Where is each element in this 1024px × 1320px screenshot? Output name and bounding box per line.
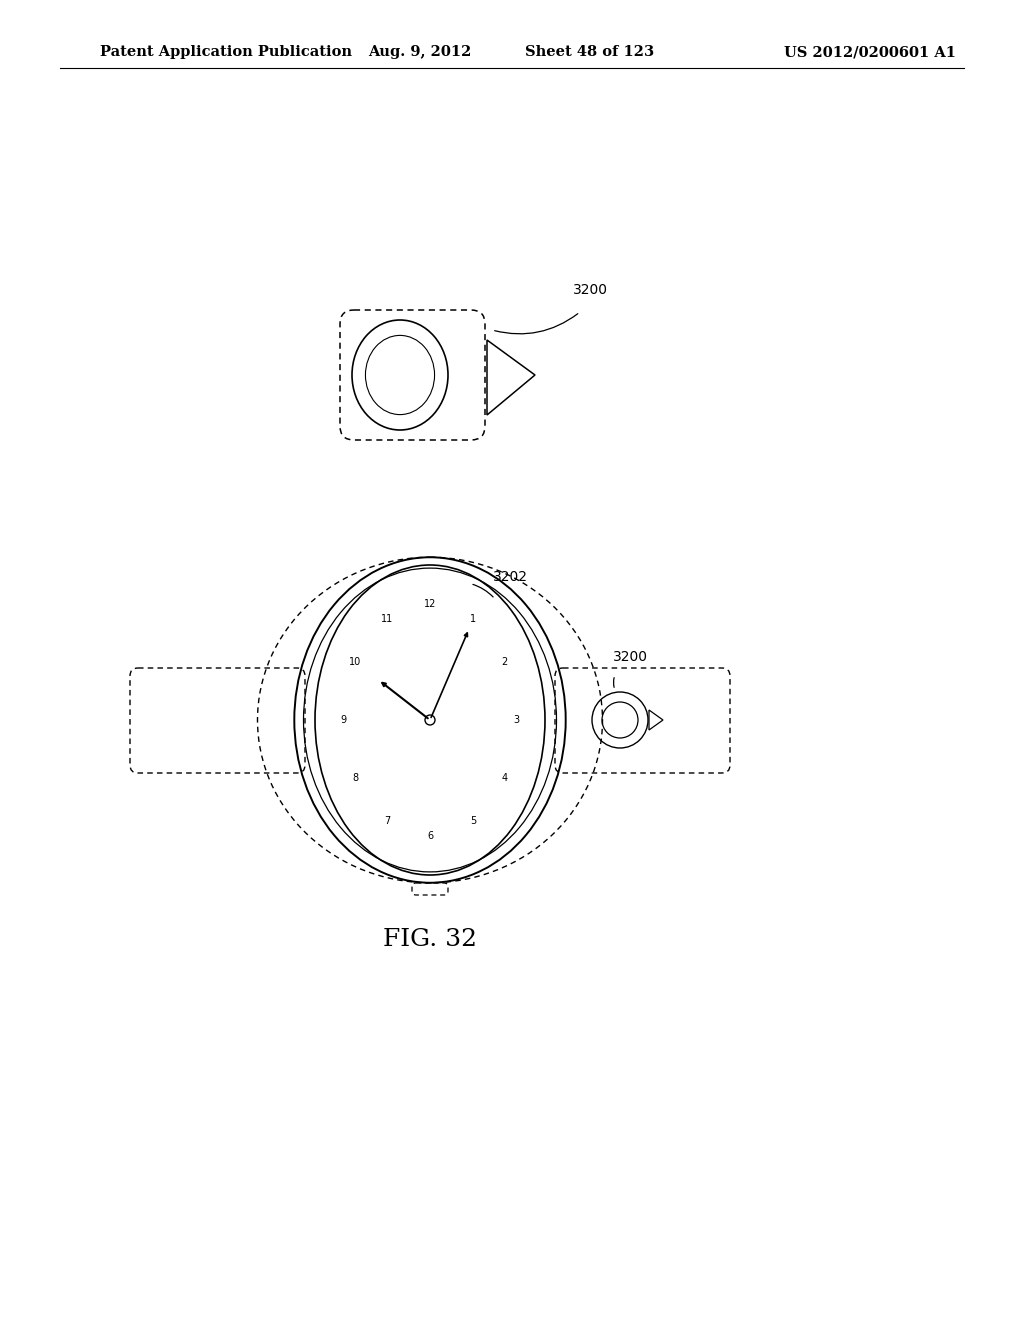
Text: 10: 10 [349,657,361,667]
Text: 2: 2 [502,657,508,667]
Text: FIG. 32: FIG. 32 [383,928,477,952]
Text: 3200: 3200 [572,282,607,297]
Text: 5: 5 [470,816,476,826]
Text: 11: 11 [381,614,393,624]
Text: 3202: 3202 [493,570,527,583]
Text: 6: 6 [427,832,433,841]
Text: 3: 3 [513,715,519,725]
Text: Patent Application Publication: Patent Application Publication [100,45,352,59]
Text: 1: 1 [470,614,476,624]
Text: 8: 8 [352,774,358,783]
Text: US 2012/0200601 A1: US 2012/0200601 A1 [784,45,956,59]
Text: 7: 7 [384,816,390,826]
Text: 12: 12 [424,599,436,609]
Text: 4: 4 [502,774,508,783]
Text: Sheet 48 of 123: Sheet 48 of 123 [525,45,654,59]
Text: 3200: 3200 [612,649,647,664]
Text: 9: 9 [341,715,347,725]
Text: Aug. 9, 2012: Aug. 9, 2012 [369,45,472,59]
